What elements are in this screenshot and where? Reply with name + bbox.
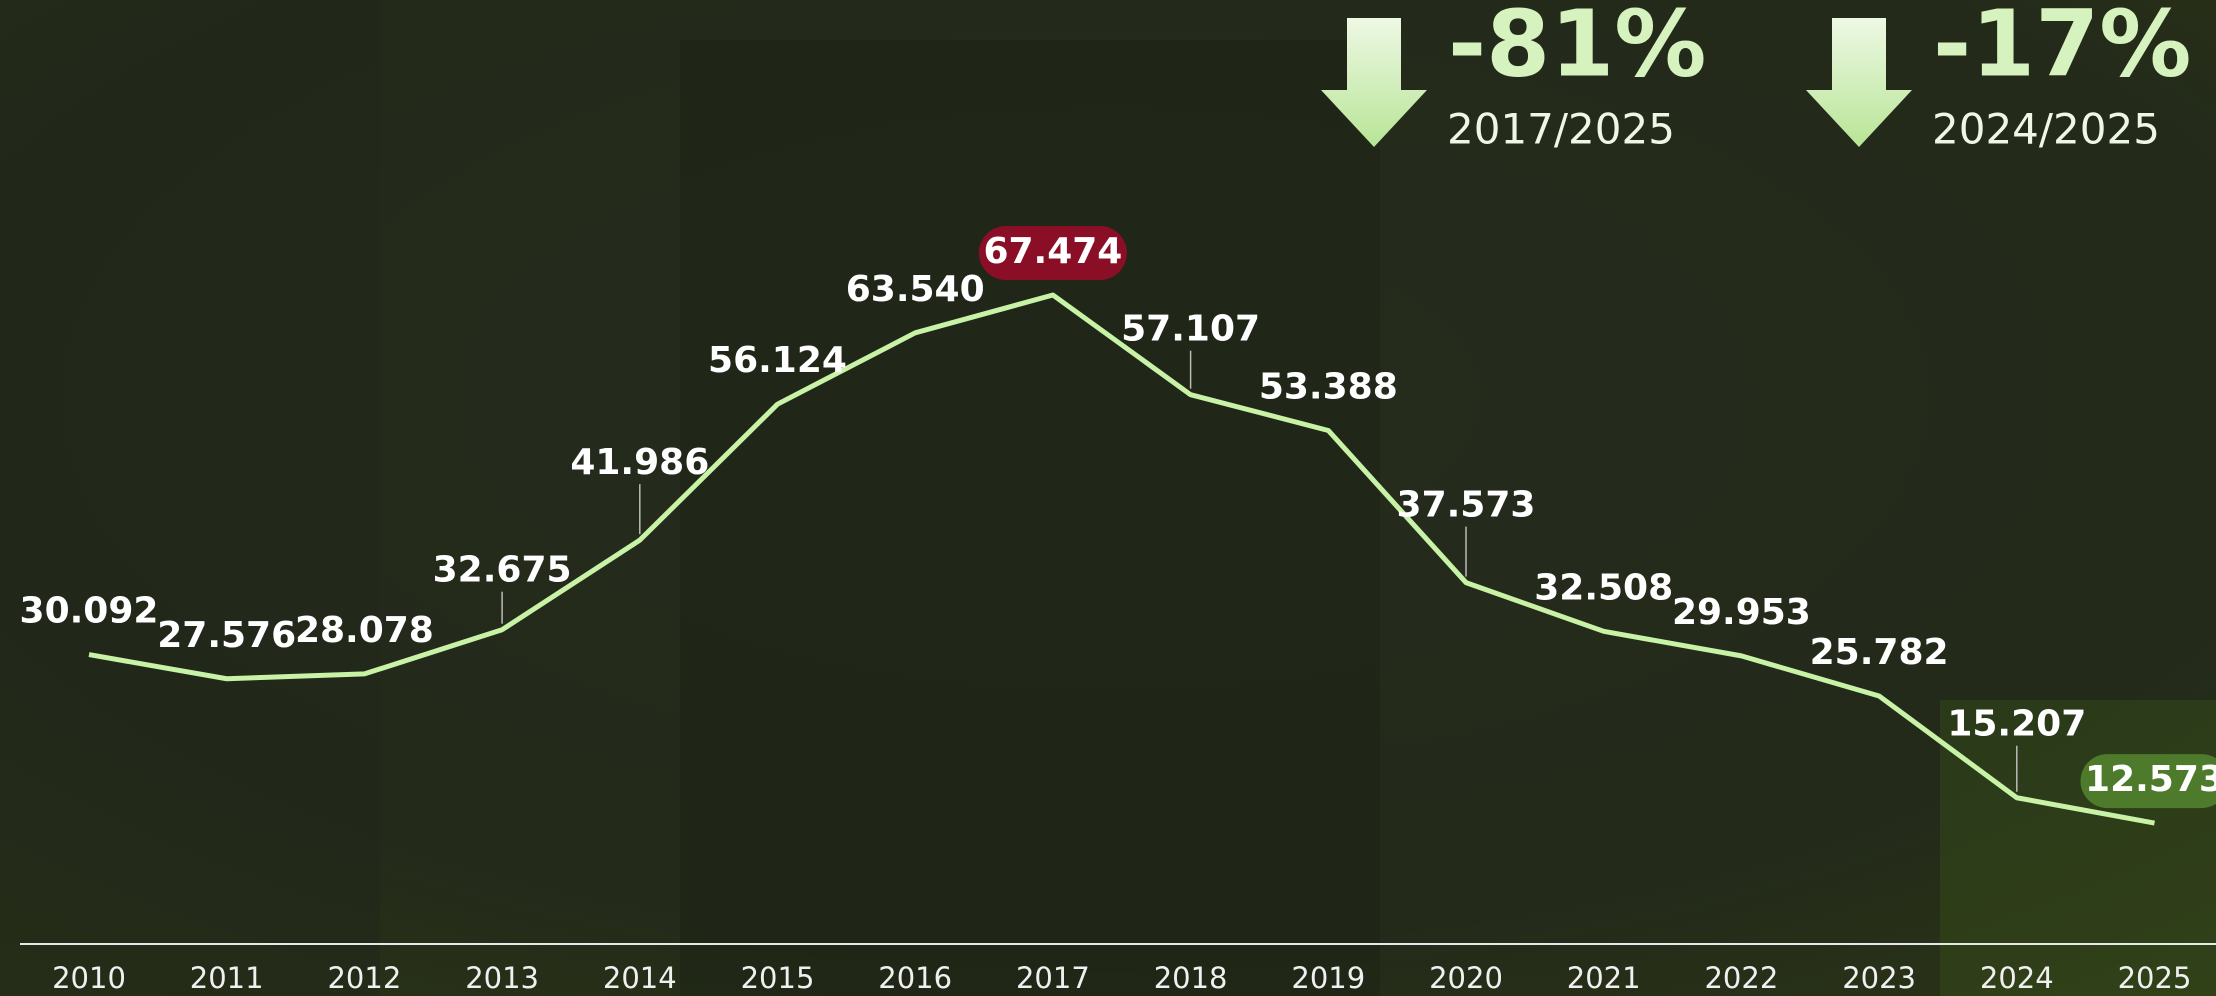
value-label: 30.092 (20, 591, 159, 632)
x-tick-label: 2022 (1704, 961, 1778, 995)
value-label: 29.953 (1672, 592, 1811, 633)
value-label: 53.388 (1259, 366, 1398, 407)
value-label: 25.782 (1810, 632, 1949, 673)
value-label: 32.508 (1534, 567, 1673, 608)
x-tick-label: 2018 (1154, 961, 1228, 995)
x-tick-label: 2020 (1429, 961, 1503, 995)
value-label: 28.078 (295, 610, 434, 651)
annotation-period: 2024/2025 (1932, 105, 2160, 154)
value-label: 37.573 (1397, 485, 1536, 526)
value-label: 27.576 (157, 615, 296, 656)
x-tick-label: 2012 (327, 961, 401, 995)
label-pill (978, 226, 1127, 280)
annotation-value: -17% (1933, 0, 2191, 97)
x-tick-label: 2021 (1567, 961, 1641, 995)
x-tick-label: 2025 (2118, 961, 2192, 995)
x-tick-label: 2014 (603, 961, 677, 995)
value-label: 63.540 (846, 269, 985, 310)
down-arrow (1321, 18, 1427, 147)
x-tick-label: 2016 (878, 961, 952, 995)
annotation-period: 2017/2025 (1447, 105, 1675, 154)
value-label: 57.107 (1121, 309, 1260, 350)
value-label: 32.675 (433, 550, 572, 591)
data-line (88, 292, 2155, 826)
value-label: 41.986 (570, 442, 709, 483)
annotation-value: -81% (1448, 0, 1706, 97)
label-pill (2080, 754, 2216, 809)
value-label: 67.474 (983, 231, 1122, 272)
value-label: 56.124 (708, 340, 847, 381)
x-tick-label: 2024 (1980, 961, 2054, 995)
background-shade (0, 0, 380, 996)
x-tick-label: 2023 (1842, 961, 1916, 995)
value-label: 15.207 (1947, 704, 2086, 745)
down-arrow (1806, 18, 1912, 147)
x-tick-label: 2011 (190, 961, 264, 995)
background-shade (1940, 700, 2216, 996)
x-tick-label: 2017 (1016, 961, 1090, 995)
value-label: 12.573 (2085, 759, 2216, 800)
x-tick-label: 2010 (52, 961, 126, 995)
x-tick-label: 2015 (741, 961, 815, 995)
x-tick-label: 2019 (1291, 961, 1365, 995)
background-shade (680, 40, 1380, 996)
x-tick-label: 2013 (465, 961, 539, 995)
